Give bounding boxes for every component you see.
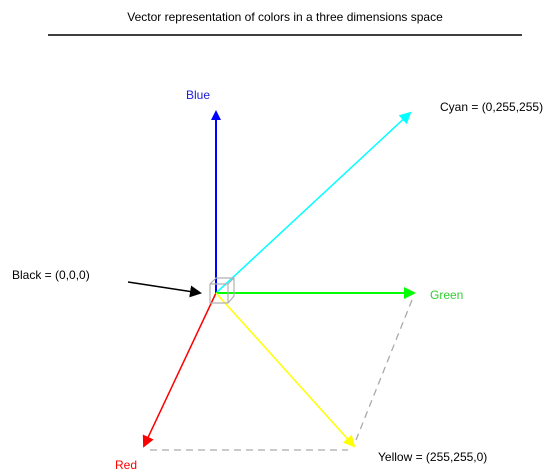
cyan-label: Cyan = (0,255,255) [440,100,543,114]
red-arrow [142,292,217,448]
black-label: Black = (0,0,0) [12,268,90,282]
black-arrow [127,281,202,298]
dashed-line [355,299,413,441]
red-label: Red [115,458,137,472]
title: Vector representation of colors in a thr… [127,10,443,24]
yellow-label: Yellow = (255,255,0) [378,450,487,464]
cyan-arrow [215,111,412,294]
blue-label: Blue [186,88,210,102]
origin-cube [209,277,235,304]
yellow-arrow [215,292,356,448]
green-label: Green [430,288,463,302]
